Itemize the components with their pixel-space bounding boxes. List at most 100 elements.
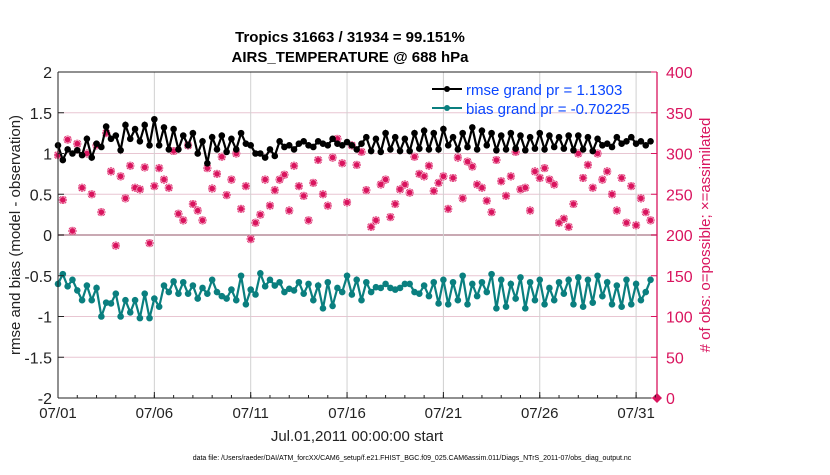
bias-point [454,296,462,304]
rmse-point [300,137,307,145]
rmse-point [570,146,577,154]
rmse-point [348,142,356,149]
rmse-point [637,137,645,145]
bias-point [88,296,96,304]
rmse-point [204,159,211,167]
rmse-point [146,142,153,149]
rmse-point [102,123,110,130]
possible-marker [271,186,279,194]
bias-point [401,280,409,288]
possible-marker [68,227,77,235]
possible-marker [324,202,332,210]
possible-marker [492,156,500,164]
possible-marker [410,153,419,161]
obs-count-point [463,157,472,166]
possible-marker [280,171,289,179]
rmse-point [358,140,365,148]
bias-point [493,305,500,312]
obs-count-point [217,152,226,161]
obs-count-point [535,173,544,182]
bias-point [295,278,303,286]
rmse-point [343,138,351,146]
obs-count-point [569,200,578,209]
rmse-point [647,137,654,145]
bias-point [175,290,182,297]
rmse-point [175,146,182,153]
obs-count-point [63,135,72,144]
obs-count-point [111,241,120,250]
bias-point [420,282,428,289]
obs-count-point [477,183,486,192]
obs-count-point [574,149,583,158]
possible-marker [439,172,447,180]
bias-point [204,290,211,297]
bias-point [449,278,457,286]
bias-point [314,282,322,289]
rmse-point [517,132,524,139]
possible-marker [444,205,452,213]
bias-point [141,290,149,297]
obs-count-point [87,190,96,199]
rmse-point [170,125,177,133]
rmse-point [430,129,438,137]
obs-count-point [251,218,260,227]
possible-marker [213,170,221,178]
possible-marker [223,191,231,199]
obs-count-point [68,226,77,235]
bias-point [632,280,640,288]
obs-count-point [439,172,448,181]
possible-marker [78,184,86,192]
series-layer [54,115,662,403]
rmse-point [444,142,452,149]
possible-marker [526,206,534,215]
possible-marker [434,179,443,187]
possible-marker [483,197,491,205]
obs-count-point [222,191,231,200]
possible-marker [117,172,125,180]
rmse-point [131,125,139,133]
rmse-point [117,146,124,154]
obs-count-point [256,210,265,219]
obs-count-point [579,173,588,182]
rmse-point [184,142,192,149]
obs-count-point [227,175,236,184]
possible-marker [256,211,264,219]
rmse-point [521,146,529,154]
possible-marker [88,190,96,198]
y-tick-label: 0.5 [30,187,52,204]
bias-point [473,292,481,300]
bias-point [305,280,312,288]
obs-count-point [530,167,539,176]
rmse-point [497,132,505,139]
possible-marker [502,192,510,200]
possible-marker [608,190,616,198]
rmse-point [310,143,317,151]
possible-marker [227,175,236,184]
possible-marker [194,206,202,215]
obs-count-point [386,213,395,222]
chart-subtitle: AIRS_TEMPERATURE @ 688 hPa [232,49,470,66]
bias-point [541,300,548,308]
bias-point [560,290,568,297]
rmse-point [363,133,370,141]
rmse-point [329,135,336,143]
rmse-point [372,135,380,143]
obs-count-point [492,156,501,165]
rmse-point [483,142,491,149]
possible-marker [381,175,390,184]
bias-point [435,300,442,307]
possible-marker [300,192,308,200]
bias-point [459,272,466,280]
possible-marker [107,167,115,176]
y-tick-label: -1 [38,310,52,327]
rmse-point [406,147,413,155]
rmse-point [512,145,519,152]
bias-point [627,300,635,308]
bias-point [382,280,389,288]
rmse-point [237,129,245,137]
obs-count-point [179,216,188,225]
possible-marker [497,177,505,185]
rmse-point [435,146,442,153]
obs-count-point [468,162,477,171]
bias-point [623,276,630,284]
